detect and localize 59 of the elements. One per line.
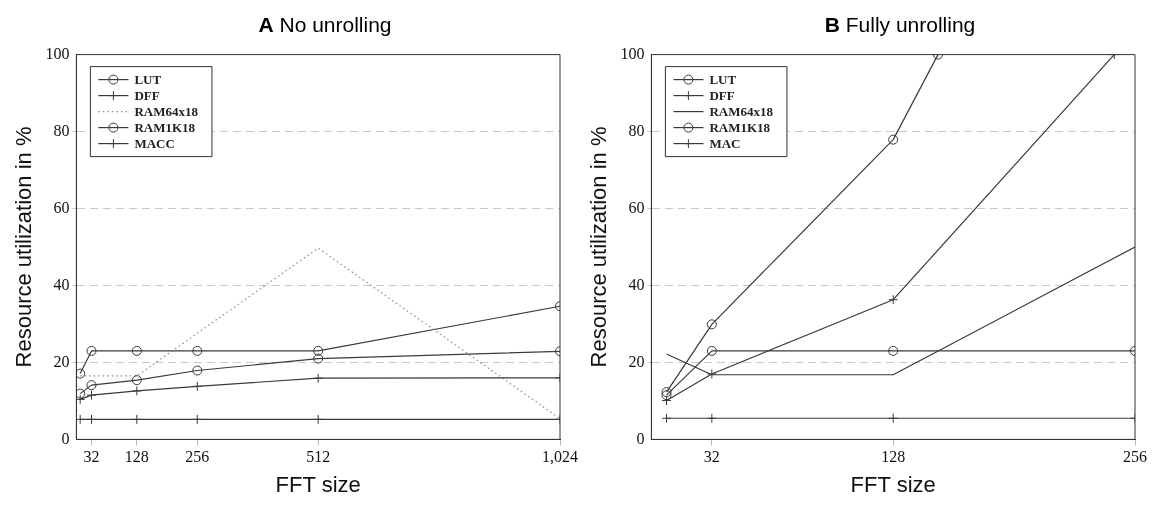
point: [888, 134, 899, 145]
y-tick-label: 40: [628, 275, 645, 293]
y-tick-label: 20: [53, 352, 70, 370]
legend-label: RAM64x18: [709, 103, 774, 119]
point: [76, 388, 86, 399]
point: [706, 345, 717, 356]
point: [706, 319, 717, 330]
x-tick-label: 128: [124, 448, 149, 466]
point: [192, 345, 203, 356]
point: [131, 375, 142, 386]
y-tick-label: 80: [53, 121, 70, 139]
y-axis-title: Resource utilization in %: [586, 126, 612, 368]
y-tick-label: 40: [53, 275, 70, 293]
x-tick-label: 32: [703, 448, 720, 466]
y-tick-label: 100: [620, 44, 645, 62]
legend-label: DFF: [709, 87, 735, 103]
x-tick-label: 128: [881, 448, 906, 466]
y-tick-label: 60: [53, 198, 70, 216]
chart-title: B Fully unrolling: [824, 13, 976, 36]
chart-title: A No unrolling: [258, 13, 392, 36]
point: [86, 380, 97, 391]
legend-label: RAM64x18: [134, 103, 199, 119]
x-tick-label: 512: [306, 448, 331, 466]
legend-label: LUT: [134, 71, 162, 87]
point: [888, 413, 899, 424]
y-axis-title: Resource utilization in %: [11, 126, 37, 368]
point: [313, 373, 324, 384]
line-series: [79, 247, 560, 420]
point: [313, 345, 324, 356]
x-tick-label: 1,024: [542, 448, 578, 466]
y-tick-label: 80: [628, 121, 645, 139]
point: [86, 345, 97, 356]
x-tick-label: 32: [83, 448, 100, 466]
x-tick-label: 256: [1123, 448, 1147, 466]
x-axis-title: FFT size: [275, 471, 361, 497]
legend-label: RAM1K18: [134, 119, 196, 135]
point: [888, 345, 899, 356]
point: [706, 368, 717, 379]
y-tick-label: 60: [628, 198, 645, 216]
point: [76, 368, 86, 379]
point: [76, 414, 86, 425]
point: [131, 345, 142, 356]
legend-label: LUT: [709, 71, 737, 87]
y-tick-label: 20: [628, 352, 645, 370]
y-tick-label: 100: [45, 44, 70, 62]
x-tick-label: 256: [185, 448, 210, 466]
point: [706, 413, 717, 424]
legend-label: MACC: [134, 135, 175, 151]
point: [888, 294, 899, 305]
point: [192, 365, 203, 376]
point: [192, 381, 203, 392]
y-tick-label: 0: [636, 429, 645, 447]
point: [313, 353, 324, 364]
point: [131, 385, 142, 396]
legend-label: RAM1K18: [709, 119, 771, 135]
legend-label: DFF: [134, 87, 160, 103]
y-tick-label: 0: [61, 429, 70, 447]
x-axis-title: FFT size: [850, 471, 936, 497]
legend-label: MAC: [709, 135, 741, 151]
